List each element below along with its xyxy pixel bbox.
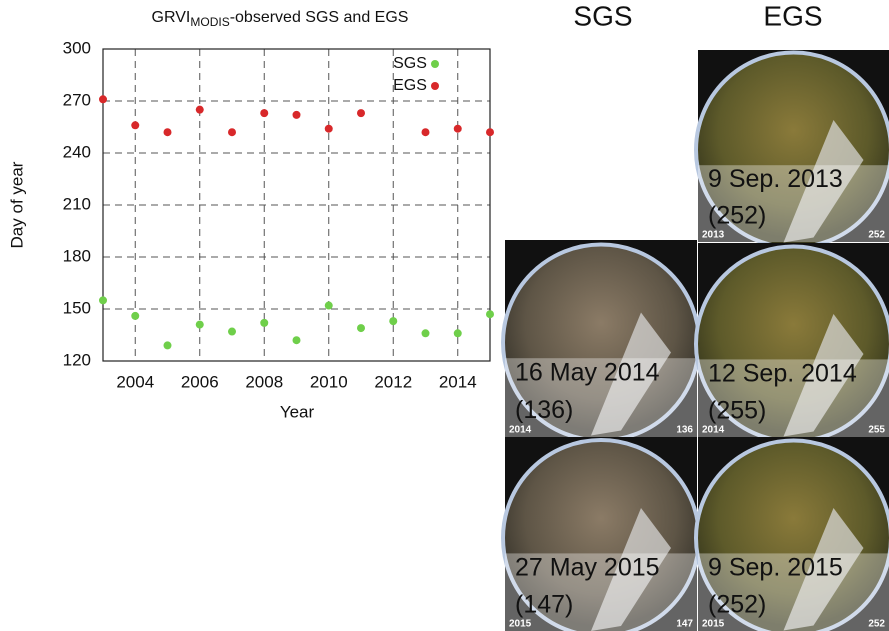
- title-main: GRVI: [152, 9, 191, 26]
- photo-corner-doy: 252: [868, 619, 885, 630]
- point: [293, 336, 301, 344]
- chart-title: GRVIMODIS-observed SGS and EGS: [152, 9, 409, 29]
- point: [357, 109, 365, 117]
- x-tick-label: 2004: [116, 372, 154, 391]
- title-subscript: MODIS: [190, 15, 229, 29]
- photo-corner-year: 2015: [509, 619, 532, 630]
- point: [325, 125, 333, 133]
- photo-date: 27 May 2015: [515, 554, 660, 582]
- point: [228, 128, 236, 136]
- point: [164, 341, 172, 349]
- photo-corner-doy: 252: [868, 230, 885, 241]
- legend-marker: [431, 60, 439, 68]
- photo-doy: (136): [515, 396, 573, 424]
- point: [99, 95, 107, 103]
- point: [293, 111, 301, 119]
- photo-corner-doy: 136: [676, 425, 693, 436]
- photo-date: 9 Sep. 2013: [708, 165, 843, 193]
- point: [196, 106, 204, 114]
- photo-corner-year: 2014: [509, 425, 532, 436]
- photo-date: 16 May 2014: [515, 359, 660, 387]
- point: [486, 128, 494, 136]
- photo-corner-year: 2015: [702, 619, 725, 630]
- point: [228, 328, 236, 336]
- legend-label: SGS: [393, 55, 427, 72]
- figure: GRVIMODIS-observed SGS and EGS Year Day …: [0, 0, 889, 631]
- point: [99, 296, 107, 304]
- point: [260, 109, 268, 117]
- y-tick-label: 120: [63, 350, 91, 369]
- point: [325, 302, 333, 310]
- photo-corner-doy: 147: [676, 619, 693, 630]
- legend-marker: [431, 82, 439, 90]
- photo-date: 12 Sep. 2014: [708, 360, 857, 388]
- point: [196, 321, 204, 329]
- y-tick-label: 240: [63, 142, 91, 161]
- x-tick-label: 2014: [439, 372, 477, 391]
- y-tick-label: 150: [63, 298, 91, 317]
- point: [260, 319, 268, 327]
- title-rest: -observed SGS and EGS: [230, 9, 409, 26]
- photo-corner-year: 2013: [702, 230, 725, 241]
- photo-doy: (252): [708, 590, 766, 618]
- photo-doy: (147): [515, 590, 573, 618]
- point: [131, 121, 139, 129]
- y-tick-label: 180: [63, 246, 91, 265]
- point: [422, 329, 430, 337]
- point: [454, 329, 462, 337]
- photo-doy: (255): [708, 396, 766, 424]
- photo-corner-doy: 255: [868, 425, 885, 436]
- point: [164, 128, 172, 136]
- photo-date: 9 Sep. 2015: [708, 554, 843, 582]
- point: [131, 312, 139, 320]
- point: [486, 310, 494, 318]
- column-header: EGS: [763, 0, 822, 31]
- column-header: SGS: [573, 0, 632, 31]
- point: [422, 128, 430, 136]
- x-tick-label: 2008: [245, 372, 283, 391]
- point: [454, 125, 462, 133]
- x-tick-label: 2006: [181, 372, 219, 391]
- point: [357, 324, 365, 332]
- y-tick-label: 270: [63, 90, 91, 109]
- point: [389, 317, 397, 325]
- legend-label: EGS: [393, 77, 427, 94]
- photo-doy: (252): [708, 202, 766, 230]
- y-tick-label: 210: [63, 194, 91, 213]
- y-axis-label: Day of year: [7, 161, 26, 248]
- x-tick-label: 2012: [374, 372, 412, 391]
- photo-corner-year: 2014: [702, 425, 725, 436]
- x-axis-label: Year: [280, 402, 315, 421]
- y-tick-label: 300: [63, 38, 91, 57]
- x-tick-label: 2010: [310, 372, 348, 391]
